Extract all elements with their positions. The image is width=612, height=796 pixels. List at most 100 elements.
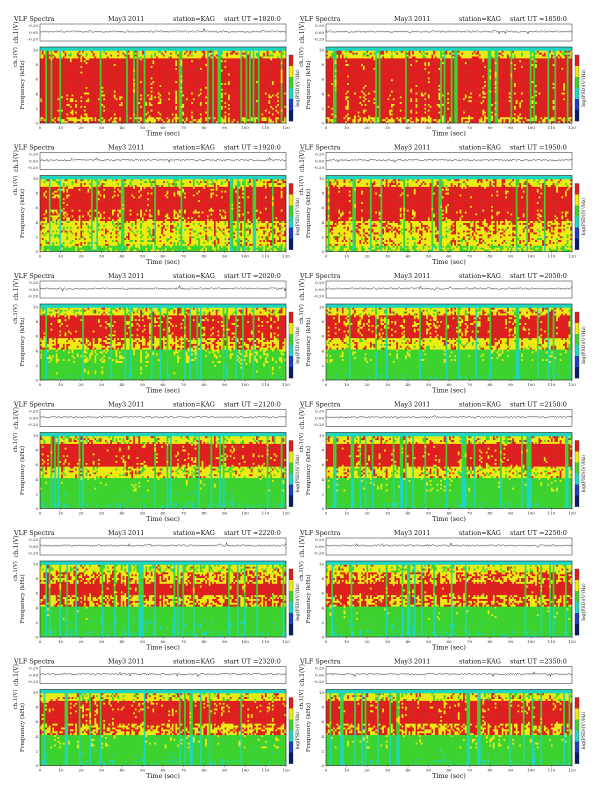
spectrogram-cell bbox=[265, 68, 267, 70]
spectrogram-cell bbox=[58, 87, 60, 89]
spectrogram-cell bbox=[261, 93, 263, 95]
spectrogram-cell bbox=[82, 70, 84, 72]
spectrogram-cell bbox=[249, 58, 251, 60]
spectrogram-cell bbox=[230, 74, 232, 76]
spectrogram-cell bbox=[163, 83, 165, 85]
spectrogram-cell bbox=[246, 79, 248, 81]
spectrogram-cell bbox=[158, 58, 160, 60]
spectrogram-cell bbox=[202, 64, 204, 66]
spectrogram-cell bbox=[131, 93, 133, 95]
spectrogram-cell bbox=[196, 66, 198, 68]
spectrogram-cell bbox=[124, 95, 126, 97]
spectrogram-cell bbox=[184, 87, 186, 89]
spectrogram-cell bbox=[195, 64, 197, 66]
spectrogram-cell bbox=[82, 74, 84, 76]
spectrogram-cell bbox=[102, 91, 104, 93]
spectrogram-cell bbox=[267, 51, 269, 53]
spectrogram-cell bbox=[179, 60, 181, 62]
spectrogram-cell bbox=[87, 68, 89, 70]
spectrogram-cell bbox=[221, 87, 223, 89]
spectrogram-cell bbox=[191, 76, 193, 78]
spectrogram-cell bbox=[65, 93, 67, 95]
spectrogram-cell bbox=[131, 58, 133, 60]
spectrogram-cell bbox=[98, 68, 100, 70]
spectrogram-cell bbox=[86, 79, 88, 81]
spectrogram-cell bbox=[249, 70, 251, 72]
spectrogram-cell bbox=[124, 57, 126, 59]
spectrogram-cell bbox=[91, 76, 93, 78]
spectrogram-cell bbox=[223, 87, 225, 89]
spectrogram-cell bbox=[244, 95, 246, 97]
spectrogram-cell bbox=[174, 85, 176, 87]
spectrogram-cell bbox=[135, 66, 137, 68]
spectrogram-cell bbox=[242, 51, 244, 53]
spectrogram-cell bbox=[207, 70, 209, 72]
spectrogram-cell bbox=[177, 72, 179, 74]
spectrogram-cell bbox=[91, 81, 93, 83]
spectrogram-cell bbox=[279, 60, 281, 62]
spectrogram-cell bbox=[117, 72, 119, 74]
spectrogram-cell bbox=[167, 79, 169, 81]
spectrogram-cell bbox=[233, 74, 235, 76]
spectrogram-cell bbox=[193, 58, 195, 60]
spectrogram-cell bbox=[237, 62, 239, 64]
spectrogram-cell bbox=[165, 55, 167, 57]
spectrogram-cell bbox=[193, 85, 195, 87]
spectrogram-cell bbox=[181, 62, 183, 64]
spectrogram-cell bbox=[261, 70, 263, 72]
spectrogram-cell bbox=[121, 95, 123, 97]
spectrogram-cell bbox=[267, 87, 269, 89]
spectrogram-cell bbox=[182, 68, 184, 70]
spectrogram-cell bbox=[279, 77, 281, 79]
spectrogram-cell bbox=[210, 72, 212, 74]
spectrogram-cell bbox=[188, 95, 190, 97]
spectrogram-cell bbox=[175, 51, 177, 53]
spectrogram-cell bbox=[70, 77, 72, 79]
spectrogram-cell bbox=[145, 77, 147, 79]
spectrogram-cell bbox=[110, 68, 112, 70]
spectrogram-cell bbox=[91, 96, 93, 98]
spectrogram-cell bbox=[135, 55, 137, 57]
spectrogram-cell bbox=[79, 87, 81, 89]
spectrogram-cell bbox=[195, 81, 197, 83]
spectrogram-cell bbox=[270, 62, 272, 64]
spectrogram-cell bbox=[75, 55, 77, 57]
spectrogram-cell bbox=[246, 85, 248, 87]
spectrogram-cell bbox=[102, 66, 104, 68]
spectrogram-cell bbox=[117, 55, 119, 57]
spectrogram-cell bbox=[94, 74, 96, 76]
spectrogram-cell bbox=[72, 53, 74, 55]
spectrogram-cell bbox=[270, 51, 272, 53]
spectrogram-cell bbox=[112, 89, 114, 91]
spectrogram-cell bbox=[235, 68, 237, 70]
spectrogram-cell bbox=[147, 53, 149, 55]
spectrogram-cell bbox=[209, 87, 211, 89]
spectrogram-cell bbox=[168, 87, 170, 89]
spectrogram-cell bbox=[182, 57, 184, 59]
spectrogram-cell bbox=[63, 57, 65, 59]
spectrogram-cell bbox=[277, 70, 279, 72]
spectrogram-cell bbox=[260, 74, 262, 76]
spectrogram-cell bbox=[59, 77, 61, 79]
spectrogram-cell bbox=[216, 91, 218, 93]
spectrogram-cell bbox=[279, 70, 281, 72]
spectrogram-cell bbox=[93, 79, 95, 81]
spectrogram-cell bbox=[219, 58, 221, 60]
spectrogram-cell bbox=[98, 91, 100, 93]
spectrogram-cell bbox=[126, 93, 128, 95]
spectrogram-cell bbox=[84, 55, 86, 57]
spectrogram-cell bbox=[186, 60, 188, 62]
spectrogram-cell bbox=[177, 77, 179, 79]
spectrogram-cell bbox=[133, 95, 135, 97]
spectrogram-cell bbox=[61, 98, 63, 100]
spectrogram-cell bbox=[265, 55, 267, 57]
spectrogram-cell bbox=[179, 96, 181, 98]
spectrogram-cell bbox=[89, 68, 91, 70]
spectrogram-cell bbox=[51, 93, 53, 95]
spectrogram-cell bbox=[200, 77, 202, 79]
spectrogram-cell bbox=[203, 53, 205, 55]
spectrogram-cell bbox=[142, 77, 144, 79]
spectrogram-cell bbox=[94, 70, 96, 72]
spectrogram-cell bbox=[100, 66, 102, 68]
spectrogram-cell bbox=[140, 58, 142, 60]
